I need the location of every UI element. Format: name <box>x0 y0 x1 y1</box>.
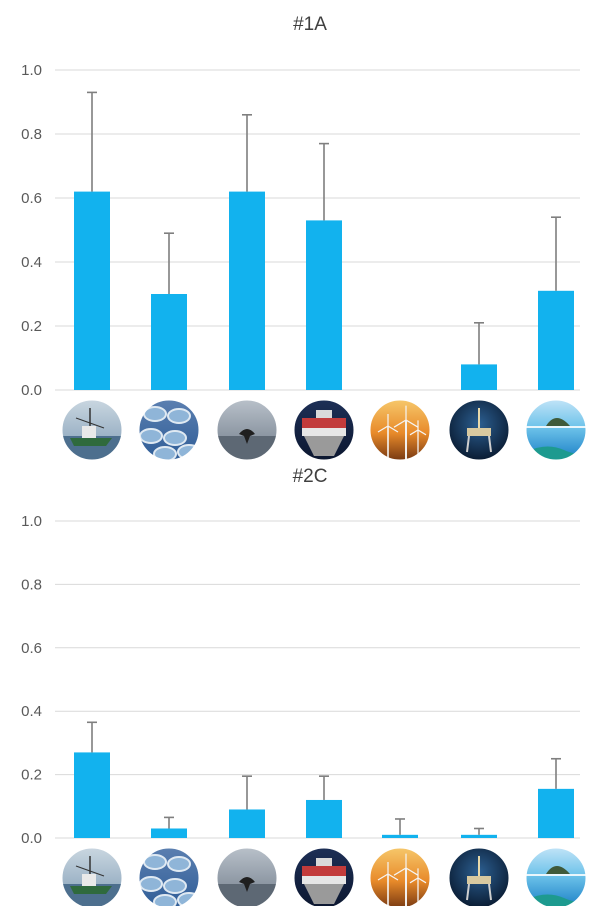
fish-farm-pens-icon <box>138 847 200 906</box>
y-tick-label: 0.6 <box>21 190 42 207</box>
bar-island-underwater <box>538 290 574 390</box>
bar-wind-turbines <box>382 834 418 838</box>
y-tick-label: 1.0 <box>21 513 42 530</box>
y-tick-label: 1.0 <box>21 62 42 79</box>
island-underwater-icon <box>525 847 587 906</box>
chart-title-2C: #2C <box>293 466 328 487</box>
fishing-vessel-icon <box>61 399 123 461</box>
bar-fishing-vessel <box>74 752 110 838</box>
panel-2C-gridlines <box>55 520 580 839</box>
bar-oil-platform <box>461 834 497 838</box>
oil-platform-icon <box>448 847 510 906</box>
panel-1A: #1A 0.0 0.2 0.4 0.6 0.8 1.0 <box>21 14 587 461</box>
y-tick-label: 0.0 <box>21 382 42 399</box>
panel-1A-yticks: 0.0 0.2 0.4 0.6 0.8 1.0 <box>21 62 42 399</box>
y-tick-label: 0.8 <box>21 126 42 143</box>
bar-island-underwater <box>538 788 574 838</box>
panel-2C-bars <box>74 721 574 838</box>
panel-1A-category-icons <box>61 399 587 461</box>
panel-1A-bars <box>74 91 574 390</box>
bar-fish-farm-pens <box>151 828 187 838</box>
panel-2C: #2C 0.0 0.2 0.4 0.6 0.8 1.0 <box>21 466 587 906</box>
cargo-ship-icon <box>293 399 355 461</box>
bar-whale-tail <box>229 191 265 390</box>
y-tick-label: 0.0 <box>21 830 42 847</box>
bar-fishing-vessel <box>74 191 110 390</box>
y-tick-label: 0.4 <box>21 254 42 271</box>
bar-fish-farm-pens <box>151 294 187 390</box>
bar-whale-tail <box>229 809 265 838</box>
wind-turbines-icon <box>369 399 431 461</box>
panel-2C-yticks: 0.0 0.2 0.4 0.6 0.8 1.0 <box>21 513 42 847</box>
island-underwater-icon <box>525 399 587 461</box>
y-tick-label: 0.6 <box>21 640 42 657</box>
bar-oil-platform <box>461 364 497 390</box>
fish-farm-pens-icon <box>138 399 200 461</box>
oil-platform-icon <box>448 399 510 461</box>
bar-cargo-ship <box>306 799 342 838</box>
whale-tail-icon <box>216 847 278 906</box>
fishing-vessel-icon <box>61 847 123 906</box>
panel-2C-category-icons <box>61 847 587 906</box>
y-tick-label: 0.2 <box>21 767 42 784</box>
chart-title-1A: #1A <box>293 14 327 35</box>
wind-turbines-icon <box>369 847 431 906</box>
bar-cargo-ship <box>306 220 342 390</box>
y-tick-label: 0.8 <box>21 576 42 593</box>
cargo-ship-icon <box>293 847 355 906</box>
y-tick-label: 0.4 <box>21 703 42 720</box>
y-tick-label: 0.2 <box>21 318 42 335</box>
whale-tail-icon <box>216 399 278 461</box>
